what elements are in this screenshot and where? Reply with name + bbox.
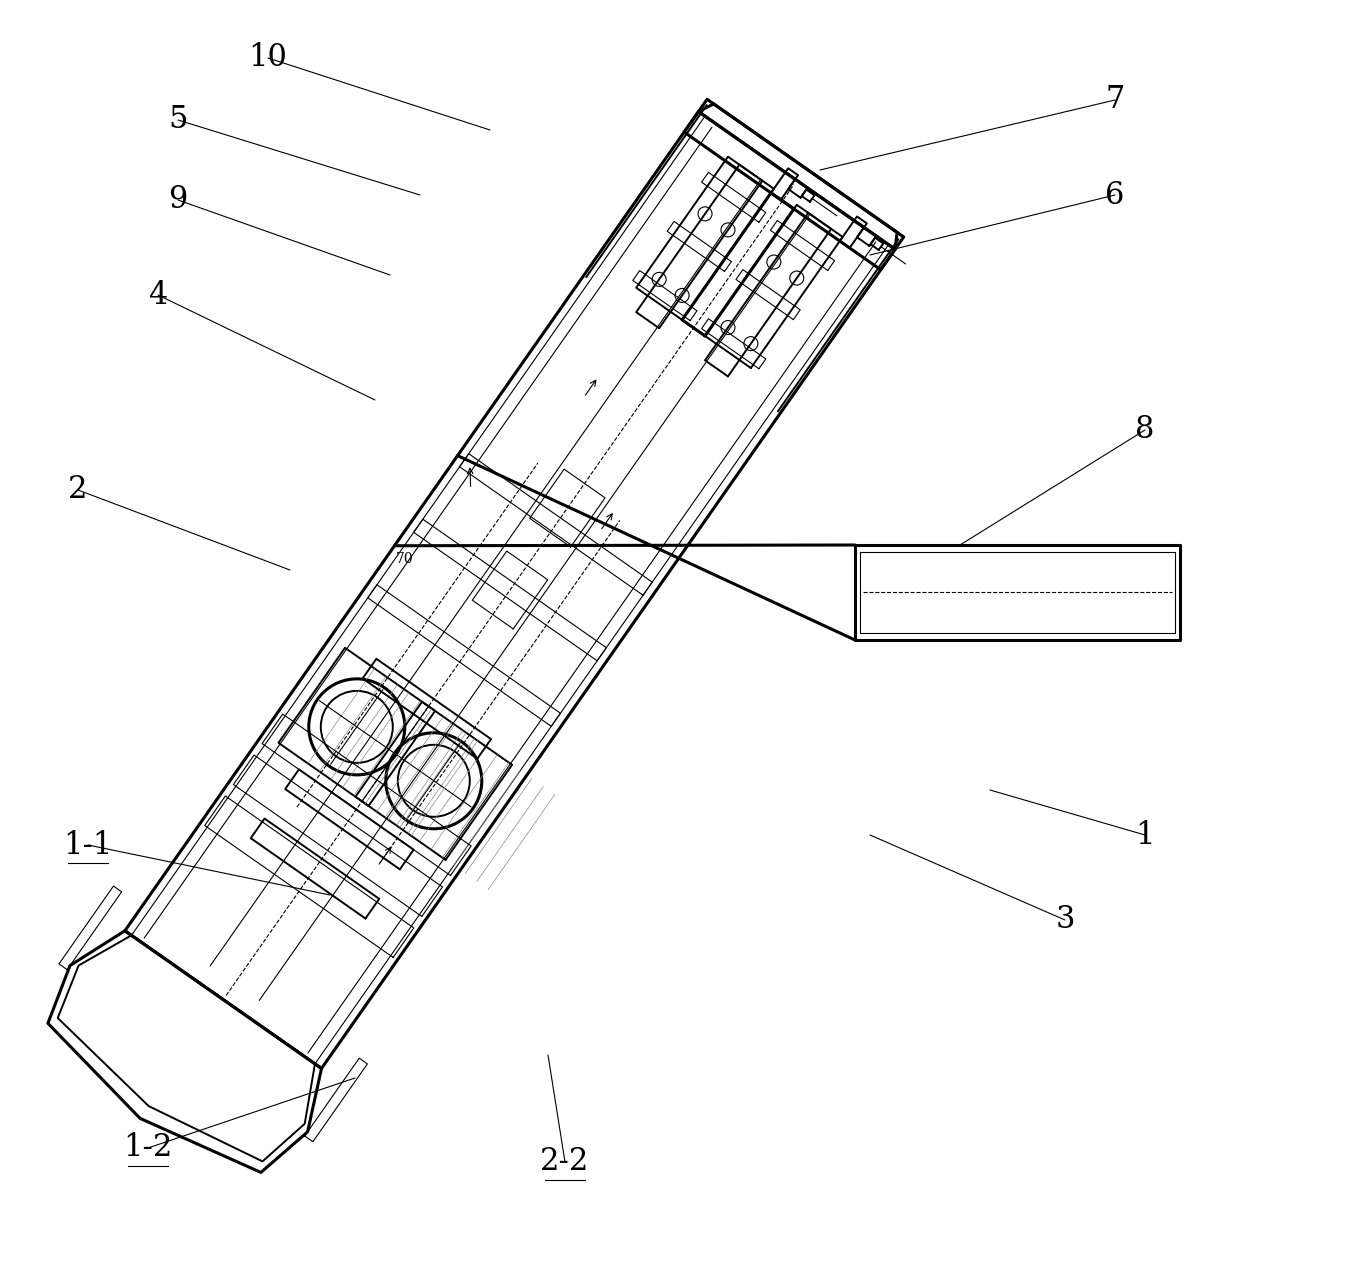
Text: 70: 70 <box>396 552 413 566</box>
Text: 1-2: 1-2 <box>124 1133 172 1164</box>
Text: 8: 8 <box>1135 414 1155 445</box>
Text: 10: 10 <box>249 42 288 73</box>
Text: 7: 7 <box>1105 85 1125 115</box>
Text: 1: 1 <box>1135 820 1155 851</box>
Text: 1-1: 1-1 <box>63 830 113 861</box>
Text: 2-2: 2-2 <box>540 1147 590 1178</box>
Text: 3: 3 <box>1055 905 1074 935</box>
Text: 6: 6 <box>1105 180 1125 210</box>
Text: 9: 9 <box>168 185 187 216</box>
Text: 4: 4 <box>148 280 168 310</box>
Text: 5: 5 <box>168 104 187 136</box>
Text: 2: 2 <box>69 475 87 506</box>
